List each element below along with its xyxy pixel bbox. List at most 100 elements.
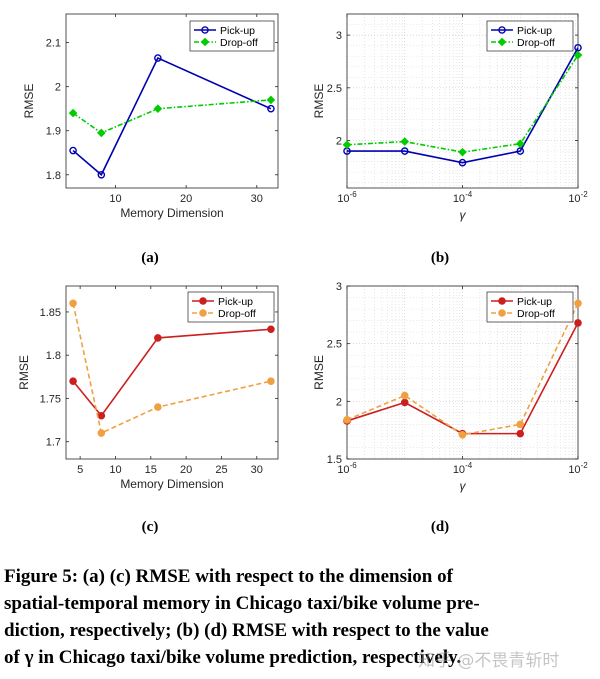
legend-label: Drop-off bbox=[517, 37, 555, 49]
series-drop-off bbox=[69, 299, 275, 437]
axes-box bbox=[65, 13, 279, 189]
y-axis-label: RMSE bbox=[312, 355, 326, 390]
y-tick-label: 1.75 bbox=[40, 393, 61, 405]
x-tick-label: 10-4 bbox=[453, 461, 473, 476]
y-axis-label: RMSE bbox=[22, 84, 36, 119]
legend-label: Drop-off bbox=[218, 308, 256, 320]
panel-label: (b) bbox=[431, 250, 449, 266]
x-axis-label: γ bbox=[460, 479, 467, 493]
legend-box bbox=[486, 291, 574, 323]
caption-line-3: diction, respectively; (b) (d) RMSE with… bbox=[4, 620, 489, 641]
series-pick-up bbox=[69, 54, 275, 179]
y-tick-label: 1.8 bbox=[46, 170, 61, 182]
y-tick-label: 2.5 bbox=[327, 83, 342, 95]
data-point bbox=[267, 325, 275, 334]
panel-label: (d) bbox=[431, 519, 449, 535]
data-point bbox=[97, 429, 106, 437]
data-point bbox=[97, 411, 106, 420]
series-line bbox=[72, 303, 272, 435]
legend-label: Pick-up bbox=[218, 296, 253, 308]
legend-box bbox=[486, 20, 574, 52]
series-pick-up bbox=[343, 43, 582, 167]
x-axis-label: Memory Dimension bbox=[120, 206, 223, 220]
panel-label: (a) bbox=[141, 250, 159, 266]
data-point bbox=[400, 147, 409, 155]
x-tick-exponent: -6 bbox=[350, 461, 358, 470]
panel-label: (c) bbox=[142, 519, 159, 535]
legend-label: Pick-up bbox=[220, 25, 255, 37]
data-point bbox=[343, 415, 351, 424]
legend-label: Drop-off bbox=[220, 37, 258, 49]
x-tick-label: 20 bbox=[180, 464, 192, 476]
y-axis-label: RMSE bbox=[312, 84, 326, 119]
legend-marker bbox=[497, 37, 507, 47]
y-tick-label: 2 bbox=[55, 82, 61, 94]
legend-marker bbox=[199, 297, 207, 305]
watermark: 知乎 @不畏青斩时 bbox=[418, 651, 560, 671]
x-tick-base: 10 bbox=[337, 464, 349, 476]
x-tick-exponent: -4 bbox=[465, 190, 473, 199]
data-point bbox=[266, 95, 276, 105]
series-drop-off bbox=[342, 50, 583, 157]
legend-box bbox=[187, 291, 275, 323]
x-tick-base: 10 bbox=[453, 464, 465, 476]
data-point bbox=[400, 398, 409, 407]
legend-box bbox=[189, 20, 275, 52]
data-point bbox=[267, 377, 275, 385]
data-point bbox=[458, 430, 467, 439]
x-tick-label: 5 bbox=[77, 464, 83, 476]
x-tick-base: 10 bbox=[453, 193, 465, 205]
chart-a: 10 20 30 1.8 1.9 2 2.1 Memory Dimension RMSE Pick… bbox=[22, 13, 279, 266]
data-point bbox=[97, 128, 106, 138]
data-point bbox=[458, 158, 467, 167]
axes-box bbox=[65, 285, 279, 460]
data-point bbox=[400, 391, 409, 400]
x-axis-label: Memory Dimension bbox=[120, 477, 223, 491]
data-point bbox=[68, 108, 78, 118]
data-point bbox=[516, 420, 525, 429]
y-axis-label: RMSE bbox=[17, 355, 31, 390]
data-point bbox=[153, 104, 163, 114]
x-tick-base: 10 bbox=[568, 464, 580, 476]
x-tick-label: 10-6 bbox=[337, 190, 357, 205]
series-line bbox=[347, 47, 579, 164]
y-tick-label: 3 bbox=[336, 30, 342, 42]
caption-line-4: of γ in Chicago taxi/bike volume predict… bbox=[4, 647, 462, 668]
data-point bbox=[267, 104, 275, 113]
x-tick-label: 25 bbox=[215, 464, 227, 476]
x-tick-label: 10-6 bbox=[337, 461, 357, 476]
x-axis-label: γ bbox=[460, 208, 467, 222]
data-point bbox=[573, 50, 583, 60]
x-tick-exponent: -6 bbox=[350, 190, 358, 199]
x-tick-label: 10 bbox=[109, 193, 121, 205]
legend-marker bbox=[201, 26, 209, 34]
data-point bbox=[154, 403, 162, 411]
y-tick-label: 1.85 bbox=[40, 307, 61, 319]
series-drop-off bbox=[68, 95, 276, 138]
y-tick-label: 3 bbox=[336, 281, 342, 293]
data-point bbox=[154, 54, 162, 62]
data-point bbox=[69, 146, 77, 155]
x-tick-label: 30 bbox=[251, 193, 263, 205]
data-point bbox=[574, 299, 582, 308]
caption-line-1: Figure 5: (a) (c) RMSE with respect to t… bbox=[4, 566, 453, 587]
data-point bbox=[515, 139, 525, 149]
chart-c: 5 10 15 20 25 30 1.7 1.75 1.8 1.85 Memory Dimensio… bbox=[17, 285, 279, 535]
y-tick-label: 2 bbox=[336, 136, 342, 148]
x-tick-label: 15 bbox=[145, 464, 157, 476]
figure-panels: 10 20 30 1.8 1.9 2 2.1 Memory Dimension RMSE Pick… bbox=[17, 13, 589, 535]
x-tick-exponent: -2 bbox=[581, 190, 589, 199]
y-tick-label: 2.1 bbox=[46, 38, 61, 50]
x-tick-label: 10 bbox=[109, 464, 121, 476]
x-tick-exponent: -4 bbox=[465, 461, 473, 470]
series-line bbox=[72, 328, 271, 418]
y-tick-label: 2.5 bbox=[327, 339, 342, 351]
x-tick-label: 10-2 bbox=[568, 461, 588, 476]
data-point bbox=[342, 140, 352, 150]
data-point bbox=[154, 334, 162, 342]
x-tick-base: 10 bbox=[337, 193, 349, 205]
figure-caption: Figure 5: (a) (c) RMSE with respect to t… bbox=[4, 563, 596, 671]
data-point bbox=[69, 377, 77, 385]
data-point bbox=[516, 429, 525, 438]
